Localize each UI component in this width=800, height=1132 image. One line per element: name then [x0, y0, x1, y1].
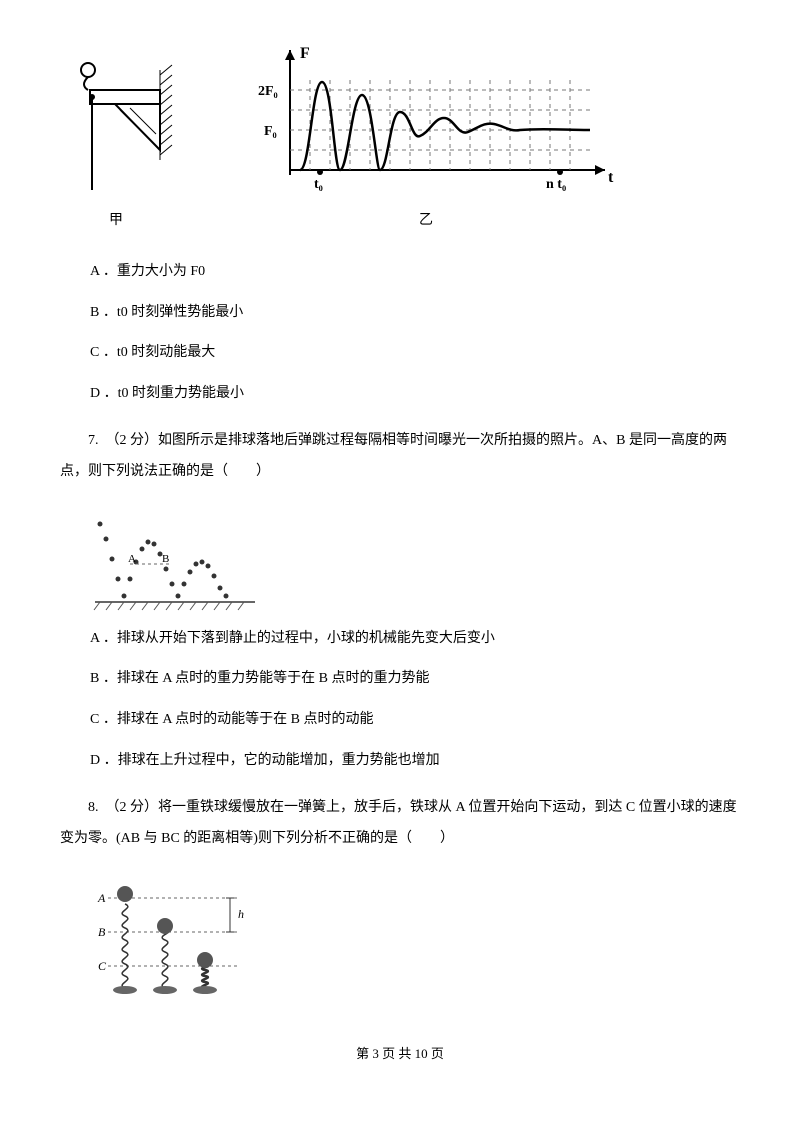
- q7-figure-wrap: A B: [90, 504, 740, 614]
- figure-jia-col: 甲: [60, 50, 180, 237]
- axis-t-label: t: [608, 169, 614, 186]
- axis-f-label: F: [300, 45, 310, 62]
- xtick-nt0: n t₀: [546, 177, 566, 192]
- ytick-2F0: 2F₀: [258, 84, 278, 99]
- q8-figure: A B C h: [90, 870, 270, 1000]
- q8-figure-wrap: A B C h: [90, 870, 740, 1000]
- page-footer: 第 3 页 共 10 页: [60, 1040, 740, 1069]
- figure-jia: [60, 50, 180, 200]
- q7-figure: A B: [90, 504, 260, 614]
- q8-stem: 8. （2 分）将一重铁球缓慢放在一弹簧上，放手后，铁球从 A 位置开始向下运动…: [60, 793, 740, 855]
- q7-option-b: B ．排球在 A 点时的重力势能等于在 B 点时的重力势能: [90, 664, 740, 695]
- figure-jia-label: 甲: [109, 206, 131, 237]
- q7-label-b: B: [162, 553, 169, 565]
- q8-label-h: h: [238, 907, 244, 921]
- q8-label-c: C: [98, 959, 107, 973]
- q6-option-c: C ．t0 时刻动能最大: [90, 338, 740, 369]
- q6-option-a: A ．重力大小为 F0: [90, 257, 740, 288]
- xtick-t0: t₀: [314, 177, 323, 192]
- figure-row-top: 甲: [60, 40, 740, 237]
- q7-label-a: A: [128, 553, 136, 565]
- figure-yi-label: 乙: [419, 206, 441, 237]
- q7-option-a: A ．排球从开始下落到静止的过程中，小球的机械能先变大后变小: [90, 624, 740, 655]
- ytick-F0: F₀: [264, 124, 277, 139]
- q7-option-c: C ．排球在 A 点时的动能等于在 B 点时的动能: [90, 705, 740, 736]
- figure-yi-graph: F t 2F₀ F₀ t₀ n t₀: [240, 40, 620, 200]
- q7-option-d: D ．排球在上升过程中，它的动能增加，重力势能也增加: [90, 746, 740, 777]
- q6-option-b: B ．t0 时刻弹性势能最小: [90, 298, 740, 329]
- q6-option-d: D ．t0 时刻重力势能最小: [90, 379, 740, 410]
- q8-label-b: B: [98, 925, 106, 939]
- q7-stem: 7. （2 分）如图所示是排球落地后弹跳过程每隔相等时间曝光一次所拍摄的照片。A…: [60, 426, 740, 488]
- q8-label-a: A: [97, 891, 106, 905]
- figure-yi-col: F t 2F₀ F₀ t₀ n t₀ 乙: [240, 40, 620, 237]
